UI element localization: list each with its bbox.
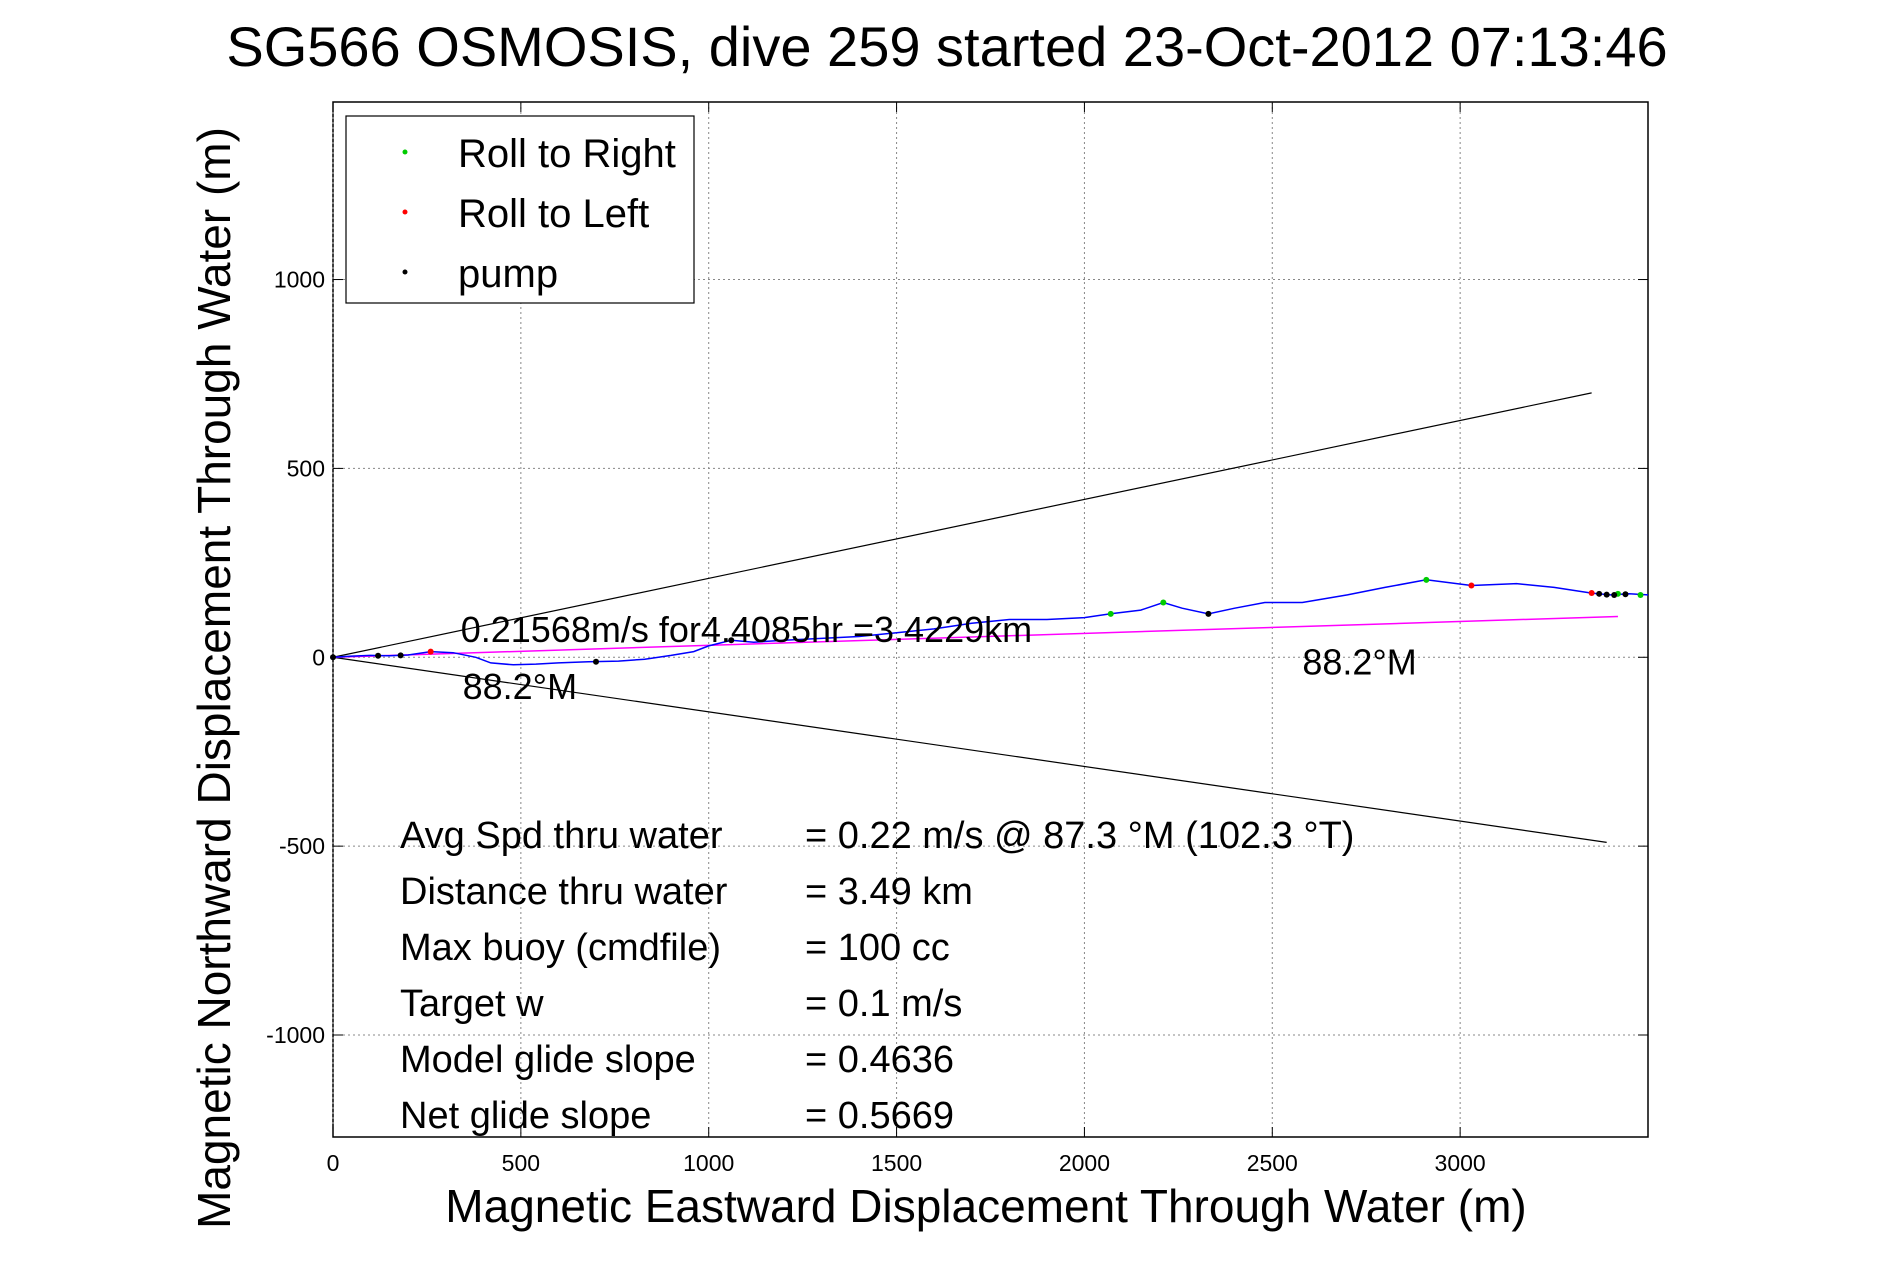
plot-area: 0 500 1000 1500 2000 2500 3000 -1000 -500 0 500 100… (266, 101, 1649, 1176)
pump-point (1622, 591, 1629, 598)
stat-label: Max buoy (cmdfile) (400, 927, 721, 969)
roll-left-point (1468, 582, 1475, 589)
stat-label: Net glide slope (400, 1095, 651, 1137)
stats-block: Avg Spd thru water = 0.22 m/s @ 87.3 °M (… (400, 815, 1354, 1137)
roll-left-point (1588, 590, 1595, 597)
y-tick-label: 1000 (274, 267, 325, 293)
stat-value: = 3.49 km (805, 871, 973, 913)
stat-value: = 0.1 m/s (805, 983, 962, 1025)
roll-right-point (1160, 599, 1167, 606)
stat-label: Target w (400, 983, 544, 1025)
y-tick-label: 0 (312, 644, 325, 670)
legend-marker (402, 269, 408, 275)
grid (332, 102, 1648, 1137)
legend-label: Roll to Right (458, 132, 676, 176)
pump-point (330, 654, 336, 661)
legend-marker (402, 209, 408, 215)
axis-ticks: 0 500 1000 1500 2000 2500 3000 -1000 -500 0 500 100… (266, 102, 1648, 1176)
stat-value: = 0.4636 (805, 1039, 954, 1081)
roll-right-point (1637, 591, 1644, 598)
pump-point (1205, 610, 1212, 617)
pump-point (397, 652, 404, 659)
dive-track-line (332, 579, 1649, 666)
stat-label: Distance thru water (400, 871, 728, 913)
pump-point (1603, 591, 1610, 598)
plot-annotation: 88.2°M (1302, 641, 1416, 682)
pump-point (1611, 591, 1618, 598)
pump-point (728, 637, 735, 644)
legend-marker (402, 149, 408, 155)
chart-title: SG566 OSMOSIS, dive 259 started 23-Oct-2… (226, 15, 1667, 78)
y-tick-label: -1000 (266, 1022, 325, 1048)
stat-value: = 0.22 m/s @ 87.3 °M (102.3 °T) (805, 815, 1354, 857)
series-layer (330, 392, 1649, 843)
x-tick-label: 1500 (871, 1150, 922, 1176)
stat-value: = 100 cc (805, 927, 950, 969)
x-tick-label: 500 (502, 1150, 540, 1176)
x-tick-label: 0 (327, 1150, 340, 1176)
pump-point (1596, 590, 1603, 597)
y-tick-label: -500 (279, 833, 325, 859)
stat-label: Model glide slope (400, 1039, 696, 1081)
legend-label: pump (458, 252, 558, 296)
net-heading-line (332, 615, 1618, 659)
heading-cone-line (332, 392, 1592, 658)
heading-cone-line (332, 656, 1607, 843)
x-tick-label: 1000 (683, 1150, 734, 1176)
plot-annotation: 88.2°M (463, 666, 577, 707)
y-tick-label: 500 (287, 455, 325, 481)
x-tick-label: 3000 (1435, 1150, 1486, 1176)
roll-right-point (1423, 576, 1430, 583)
x-tick-label: 2500 (1247, 1150, 1298, 1176)
x-tick-label: 2000 (1059, 1150, 1110, 1176)
pump-point (375, 652, 382, 659)
annotations-layer: 0.21568m/s for4.4085hr =3.4229km 88.2°M 88… (461, 609, 1417, 707)
roll-left-point (427, 648, 434, 655)
stat-value: = 0.5669 (805, 1095, 954, 1137)
y-axis-label: Magnetic Northward Displacement Through … (188, 127, 240, 1229)
roll-right-point (1107, 610, 1114, 617)
stat-label: Avg Spd thru water (400, 815, 723, 857)
pump-point (593, 658, 599, 665)
legend: Roll to Right Roll to Left pump (345, 115, 695, 304)
x-axis-label: Magnetic Eastward Displacement Through W… (445, 1180, 1526, 1232)
plot-annotation: 0.21568m/s for4.4085hr =3.4229km (461, 609, 1032, 650)
legend-label: Roll to Left (458, 192, 649, 236)
